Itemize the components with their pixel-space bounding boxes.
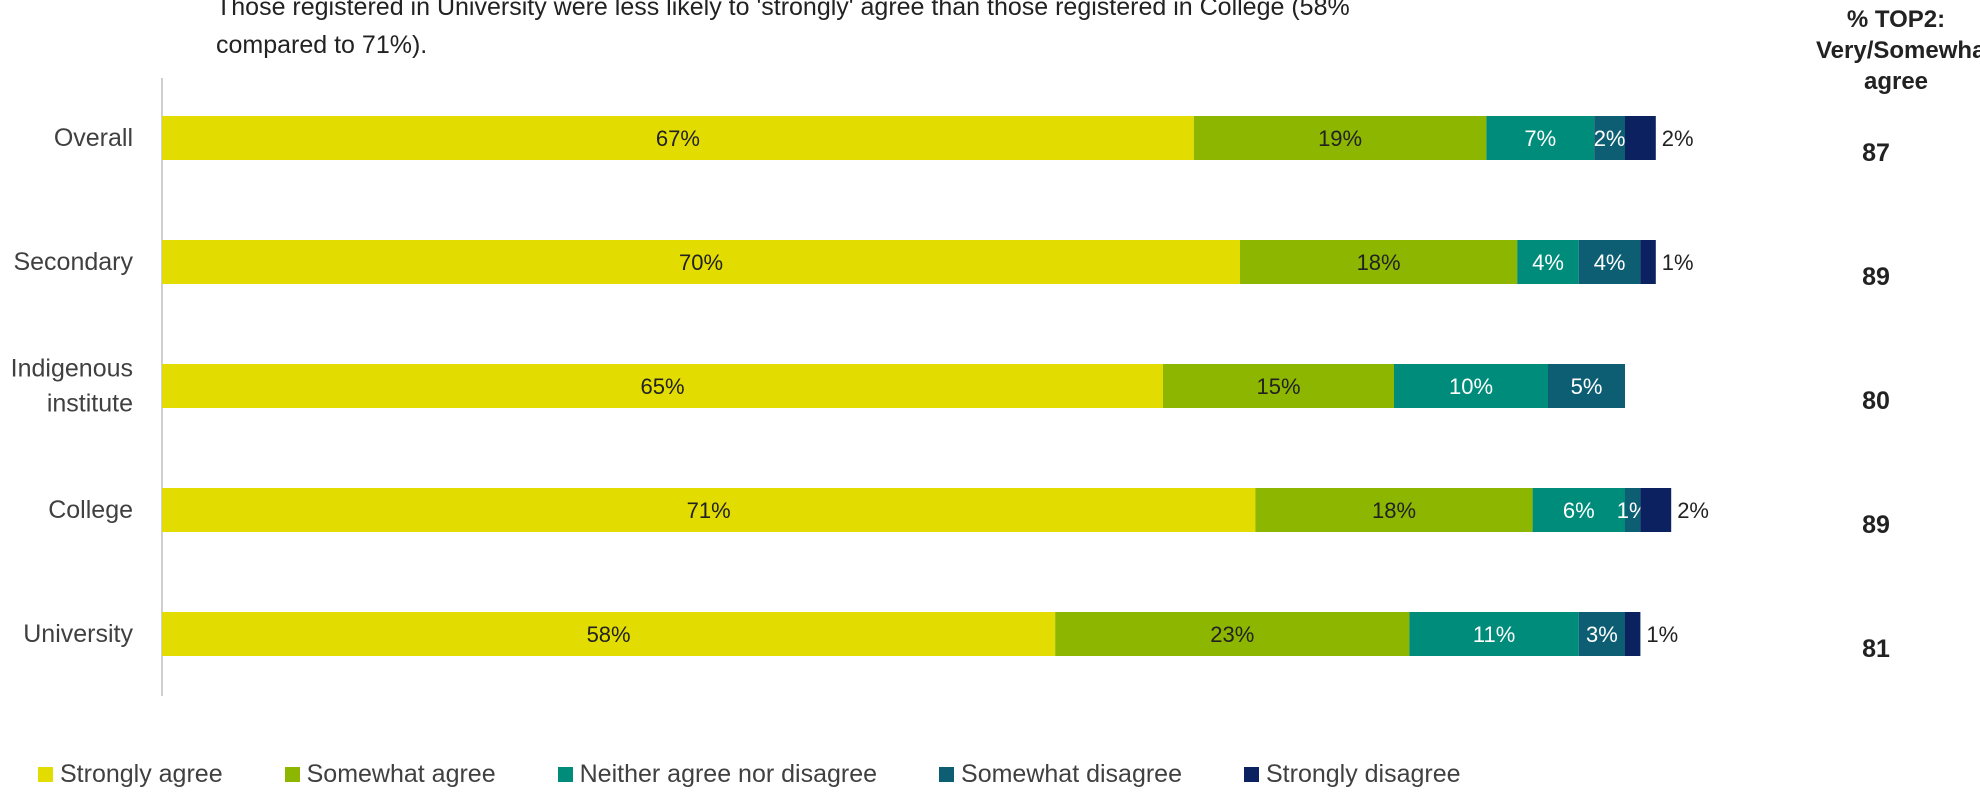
bar-indigenous-institute-neither-agree-nor-disagree [1394, 364, 1548, 408]
legend-swatch-strongly-agree [38, 767, 53, 782]
bar-college-somewhat-disagree [1625, 488, 1641, 532]
bar-indigenous-institute-strongly-agree [162, 364, 1163, 408]
top2-value-overall: 87 [1862, 139, 1890, 167]
data-label-college-somewhat-agree: 18% [1372, 498, 1416, 523]
top2-header-line-2: Very/Somewhat [1816, 37, 1980, 64]
category-label-indigenous-institute-line-1: Indigenous [11, 355, 133, 383]
top2-header-line-1: % TOP2: [1846, 6, 1946, 33]
data-label-secondary-strongly-disagree: 1% [1662, 250, 1694, 275]
bar-indigenous-institute-somewhat-agree [1163, 364, 1394, 408]
chart-note: Those registered in University were less… [216, 0, 1696, 64]
data-label-college-strongly-disagree: 2% [1677, 498, 1709, 523]
bar-college-somewhat-agree [1255, 488, 1533, 532]
data-label-overall-neither-agree-nor-disagree: 7% [1524, 126, 1556, 151]
legend-label-somewhat-disagree: Somewhat disagree [961, 760, 1182, 788]
data-label-indigenous-institute-neither-agree-nor-disagree: 10% [1449, 374, 1493, 399]
bar-indigenous-institute-somewhat-disagree [1548, 364, 1625, 408]
data-label-college-strongly-agree: 71% [687, 498, 731, 523]
bar-college-neither-agree-nor-disagree [1532, 488, 1625, 532]
legend-swatch-somewhat-agree [284, 767, 300, 782]
legend-item-neither-agree-nor-disagree: Neither agree nor disagree [557, 760, 878, 789]
data-label-secondary-somewhat-agree: 18% [1357, 250, 1401, 275]
bar-university-strongly-disagree [1625, 612, 1641, 656]
bar-overall-strongly-disagree [1625, 116, 1656, 160]
legend-item-somewhat-agree: Somewhat agree [284, 760, 496, 789]
bar-overall-neither-agree-nor-disagree [1486, 116, 1595, 160]
top2-value-university: 81 [1862, 635, 1890, 663]
bar-secondary-neither-agree-nor-disagree [1517, 240, 1579, 284]
note-line-2: compared to 71%). [216, 31, 428, 59]
data-label-university-strongly-agree: 58% [587, 622, 631, 647]
bar-college-strongly-agree [162, 488, 1256, 532]
legend-item-strongly-disagree: Strongly disagree [1244, 760, 1461, 789]
data-label-indigenous-institute-somewhat-disagree: 5% [1571, 374, 1603, 399]
data-label-secondary-neither-agree-nor-disagree: 4% [1532, 250, 1564, 275]
bar-secondary-strongly-disagree [1640, 240, 1656, 284]
legend-item-strongly-agree: Strongly agree [38, 760, 223, 789]
bar-university-somewhat-agree [1055, 612, 1410, 656]
data-label-secondary-strongly-agree: 70% [679, 250, 723, 275]
data-label-university-strongly-disagree: 1% [1646, 622, 1678, 647]
top2-value-secondary: 89 [1862, 263, 1890, 291]
data-label-college-neither-agree-nor-disagree: 6% [1563, 498, 1595, 523]
bar-university-neither-agree-nor-disagree [1409, 612, 1579, 656]
bar-overall-somewhat-disagree [1594, 116, 1625, 160]
category-label-indigenous-institute-line-2: institute [47, 390, 133, 418]
legend-label-strongly-disagree: Strongly disagree [1266, 760, 1461, 788]
data-label-university-neither-agree-nor-disagree: 11% [1473, 622, 1515, 647]
data-label-secondary-somewhat-disagree: 4% [1594, 250, 1626, 275]
data-label-overall-somewhat-disagree: 2% [1594, 126, 1626, 151]
chart-legend: Strongly agree Somewhat agree Neither agre… [38, 760, 1523, 789]
bar-secondary-strongly-agree [162, 240, 1240, 284]
data-label-university-somewhat-agree: 23% [1210, 622, 1254, 647]
legend-label-strongly-agree: Strongly agree [60, 760, 223, 788]
legend-swatch-somewhat-disagree [939, 767, 955, 782]
bar-overall-strongly-agree [162, 116, 1194, 160]
legend-swatch-neither-agree-nor-disagree [557, 767, 573, 782]
category-label-university: University [23, 620, 133, 648]
top2-column-header: % TOP2: Very/Somewhat agree [1816, 4, 1980, 97]
bar-university-somewhat-disagree [1578, 612, 1625, 656]
bar-college-strongly-disagree [1640, 488, 1672, 532]
data-label-overall-strongly-disagree: 2% [1662, 126, 1694, 151]
data-label-overall-strongly-agree: 67% [656, 126, 700, 151]
bar-university-strongly-agree [162, 612, 1056, 656]
category-label-college: College [48, 496, 133, 524]
legend-item-somewhat-disagree: Somewhat disagree [939, 760, 1182, 789]
bar-secondary-somewhat-agree [1240, 240, 1518, 284]
top2-header-line-3: agree [1863, 68, 1929, 95]
category-label-overall: Overall [54, 124, 133, 152]
data-label-overall-somewhat-agree: 19% [1318, 126, 1362, 151]
top2-value-indigenous-institute: 80 [1862, 387, 1890, 415]
category-label-secondary: Secondary [13, 248, 133, 276]
legend-swatch-strongly-disagree [1244, 767, 1259, 782]
data-label-indigenous-institute-somewhat-agree: 15% [1256, 374, 1300, 399]
legend-label-somewhat-agree: Somewhat agree [306, 760, 496, 788]
bar-secondary-somewhat-disagree [1578, 240, 1641, 284]
note-line-1: Those registered in University were less… [216, 0, 1350, 21]
top2-value-college: 89 [1862, 511, 1890, 539]
legend-label-neither-agree-nor-disagree: Neither agree nor disagree [579, 760, 878, 788]
bar-overall-somewhat-agree [1193, 116, 1487, 160]
data-label-indigenous-institute-strongly-agree: 65% [640, 374, 684, 399]
data-label-university-somewhat-disagree: 3% [1586, 622, 1618, 647]
